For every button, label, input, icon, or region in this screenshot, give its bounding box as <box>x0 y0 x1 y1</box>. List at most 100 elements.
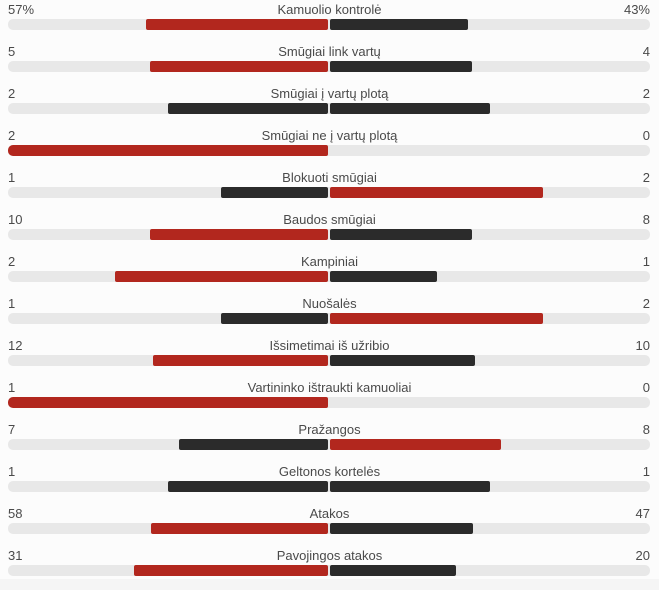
stat-header: 1 Nuošalės 2 <box>0 294 659 313</box>
stat-row: 31 Pavojingos atakos 20 <box>0 546 659 588</box>
stat-bar-track <box>8 397 650 408</box>
stat-bar-track <box>8 523 650 534</box>
stat-header: 12 Išsimetimai iš užribio 10 <box>0 336 659 355</box>
home-bar <box>168 481 328 492</box>
stat-bar-track <box>8 313 650 324</box>
away-value: 20 <box>635 548 650 563</box>
home-value: 2 <box>8 254 16 269</box>
away-value: 8 <box>642 212 650 227</box>
away-bar <box>330 355 476 366</box>
away-value: 10 <box>635 338 650 353</box>
home-value: 2 <box>8 128 16 143</box>
home-value: 57% <box>8 2 35 17</box>
stat-row: 1 Vartininko ištraukti kamuoliai 0 <box>0 378 659 420</box>
stat-label: Vartininko ištraukti kamuoliai <box>247 380 412 395</box>
stat-row: 1 Geltonos kortelės 1 <box>0 462 659 504</box>
home-bar <box>151 523 328 534</box>
stat-label: Pražangos <box>298 422 361 437</box>
stat-header: 7 Pražangos 8 <box>0 420 659 439</box>
stat-label: Atakos <box>309 506 350 521</box>
stat-label: Nuošalės <box>302 296 357 311</box>
away-bar <box>330 439 501 450</box>
stat-bar-track <box>8 145 650 156</box>
stat-bar-track <box>8 229 650 240</box>
home-bar <box>114 271 328 282</box>
stat-row: 12 Išsimetimai iš užribio 10 <box>0 336 659 378</box>
away-bar <box>330 565 456 576</box>
away-bar <box>330 61 473 72</box>
away-value: 1 <box>642 464 650 479</box>
home-value: 5 <box>8 44 16 59</box>
away-value: 1 <box>642 254 650 269</box>
home-value: 7 <box>8 422 16 437</box>
away-bar <box>330 481 490 492</box>
stat-label: Kamuolio kontrolė <box>277 2 382 17</box>
stat-bar-track <box>8 439 650 450</box>
home-bar <box>133 565 328 576</box>
stat-header: 57% Kamuolio kontrolė 43% <box>0 0 659 19</box>
away-bar <box>330 103 490 114</box>
home-value: 12 <box>8 338 23 353</box>
stat-row: 7 Pražangos 8 <box>0 420 659 462</box>
home-bar <box>8 397 328 408</box>
away-bar <box>330 19 468 30</box>
stat-row: 1 Blokuoti smūgiai 2 <box>0 168 659 210</box>
home-bar <box>221 313 328 324</box>
stat-row: 5 Smūgiai link vartų 4 <box>0 42 659 84</box>
stat-bar-track <box>8 565 650 576</box>
home-bar <box>168 103 328 114</box>
stat-header: 10 Baudos smūgiai 8 <box>0 210 659 229</box>
home-bar <box>150 229 328 240</box>
home-bar <box>178 439 328 450</box>
home-value: 2 <box>8 86 16 101</box>
home-bar <box>145 19 328 30</box>
stat-label: Smūgiai ne į vartų plotą <box>261 128 398 143</box>
stat-label: Smūgiai link vartų <box>278 44 381 59</box>
home-value: 1 <box>8 296 16 311</box>
away-value: 2 <box>642 296 650 311</box>
stat-bar-track <box>8 103 650 114</box>
home-bar <box>153 355 328 366</box>
away-value: 47 <box>635 506 650 521</box>
stat-bar-track <box>8 61 650 72</box>
stat-label: Baudos smūgiai <box>283 212 376 227</box>
stat-header: 2 Smūgiai į vartų plotą 2 <box>0 84 659 103</box>
stat-header: 1 Vartininko ištraukti kamuoliai 0 <box>0 378 659 397</box>
away-bar <box>330 523 474 534</box>
stat-bar-track <box>8 187 650 198</box>
stat-header: 2 Smūgiai ne į vartų plotą 0 <box>0 126 659 145</box>
home-value: 10 <box>8 212 23 227</box>
stat-row: 10 Baudos smūgiai 8 <box>0 210 659 252</box>
away-value: 2 <box>642 86 650 101</box>
stat-label: Smūgiai į vartų plotą <box>270 86 389 101</box>
stat-bar-track <box>8 355 650 366</box>
stat-row: 57% Kamuolio kontrolė 43% <box>0 0 659 42</box>
away-value: 2 <box>642 170 650 185</box>
away-bar <box>330 313 544 324</box>
stat-row: 2 Smūgiai ne į vartų plotą 0 <box>0 126 659 168</box>
stat-label: Pavojingos atakos <box>276 548 383 563</box>
stat-header: 1 Blokuoti smūgiai 2 <box>0 168 659 187</box>
away-bar <box>330 229 473 240</box>
away-value: 4 <box>642 44 650 59</box>
stat-header: 1 Geltonos kortelės 1 <box>0 462 659 481</box>
stat-row: 2 Kampiniai 1 <box>0 252 659 294</box>
home-value: 1 <box>8 464 16 479</box>
stat-bar-track <box>8 19 650 30</box>
stat-row: 58 Atakos 47 <box>0 504 659 546</box>
stat-bar-track <box>8 271 650 282</box>
home-bar <box>150 61 328 72</box>
stat-label: Išsimetimai iš užribio <box>269 338 390 353</box>
away-value: 0 <box>642 128 650 143</box>
stat-header: 5 Smūgiai link vartų 4 <box>0 42 659 61</box>
home-value: 31 <box>8 548 23 563</box>
home-value: 58 <box>8 506 23 521</box>
stat-header: 58 Atakos 47 <box>0 504 659 523</box>
stat-bar-track <box>8 481 650 492</box>
stat-header: 2 Kampiniai 1 <box>0 252 659 271</box>
away-value: 43% <box>623 2 650 17</box>
stat-row: 1 Nuošalės 2 <box>0 294 659 336</box>
away-value: 0 <box>642 380 650 395</box>
stat-label: Blokuoti smūgiai <box>282 170 377 185</box>
